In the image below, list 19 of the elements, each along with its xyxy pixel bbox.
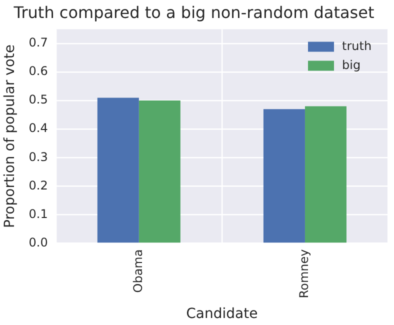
y-tick-label: 0.0 [28, 235, 48, 250]
y-axis-title: Proportion of popular vote [2, 44, 18, 228]
legend-label: truth [342, 38, 372, 53]
bar [263, 109, 305, 243]
bar [138, 100, 180, 243]
y-tick-label: 0.1 [28, 206, 48, 221]
legend-label: big [342, 58, 361, 72]
bar [97, 98, 139, 243]
y-tick-label: 0.6 [28, 64, 48, 78]
chart-title: Truth compared to a big non-random dataset [12, 2, 374, 22]
x-axis-title: Candidate [186, 306, 258, 322]
y-tick-label: 0.3 [28, 150, 48, 164]
x-tick-label: Romney [297, 249, 312, 298]
y-tick-label: 0.5 [28, 92, 48, 107]
x-tick-label: Obama [131, 249, 146, 293]
y-tick-label: 0.4 [28, 121, 48, 136]
bar [304, 106, 346, 243]
y-tick-label: 0.7 [28, 36, 48, 50]
y-tick-label: 0.2 [28, 178, 48, 192]
